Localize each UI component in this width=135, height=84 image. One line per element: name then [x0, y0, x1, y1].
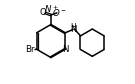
- Text: N: N: [63, 45, 69, 54]
- Text: O: O: [40, 8, 47, 17]
- Text: Br: Br: [25, 45, 35, 54]
- Text: $O^-$: $O^-$: [52, 7, 67, 18]
- Text: N: N: [70, 25, 77, 34]
- Text: H: H: [70, 23, 76, 32]
- Text: $N^+$: $N^+$: [44, 3, 59, 15]
